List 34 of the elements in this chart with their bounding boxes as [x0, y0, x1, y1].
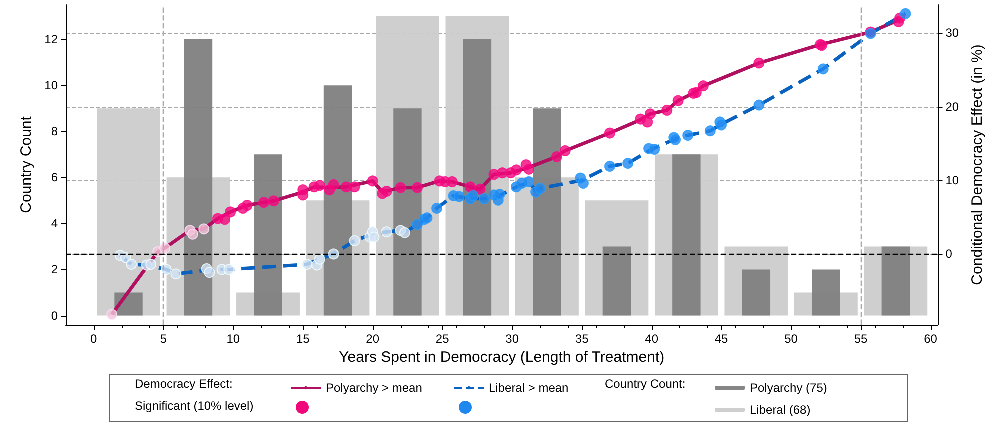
y-tick-label: 4	[51, 216, 58, 231]
x-tick-label: 45	[714, 332, 729, 346]
y-tick-label: 0	[51, 308, 58, 323]
y-axis-title: Country Count	[18, 116, 35, 214]
y-tick-label: 6	[51, 170, 58, 185]
x-tick-label: 60	[924, 332, 938, 346]
x-axis-title: Years Spent in Democracy (Length of Treatment)	[339, 348, 665, 366]
x-tick-label: 0	[90, 332, 98, 346]
y-tick-label: 10	[44, 78, 58, 93]
legend-label: Polyarchy (75)	[750, 381, 828, 395]
x-tick-label: 40	[645, 332, 659, 346]
y-tick-label: 2	[51, 262, 58, 277]
y2-tick-label: 20	[946, 100, 960, 114]
text: Significant (10% level)	[135, 399, 254, 413]
x-tick-label: 35	[575, 332, 590, 346]
x-tick-label: 20	[366, 332, 380, 346]
x-tick-label: 25	[436, 332, 450, 346]
x-tick-label: 30	[506, 332, 520, 346]
x-tick-label: 5	[160, 332, 168, 346]
text: Democracy Effect:	[135, 377, 233, 391]
y2-tick-label: 10	[946, 173, 960, 188]
x-tick-label: 10	[226, 332, 240, 346]
y2-tick-label: 30	[946, 26, 960, 40]
legend-label: Polyarchy > mean	[326, 381, 422, 395]
text: Country Count:	[605, 377, 686, 391]
x-tick-label: 55	[854, 332, 868, 346]
x-tick-label: 50	[784, 332, 798, 346]
y-tick-label: 12	[44, 32, 58, 47]
y-tick-label: 8	[51, 124, 58, 139]
y2-tick-label: 0	[946, 247, 953, 262]
x-tick-label: 15	[296, 332, 310, 346]
y2-axis-title: Conditional Democracy Effect (in %)	[969, 44, 986, 286]
legend-label: Liberal (68)	[750, 403, 811, 417]
legend-label: Liberal > mean	[489, 381, 569, 395]
